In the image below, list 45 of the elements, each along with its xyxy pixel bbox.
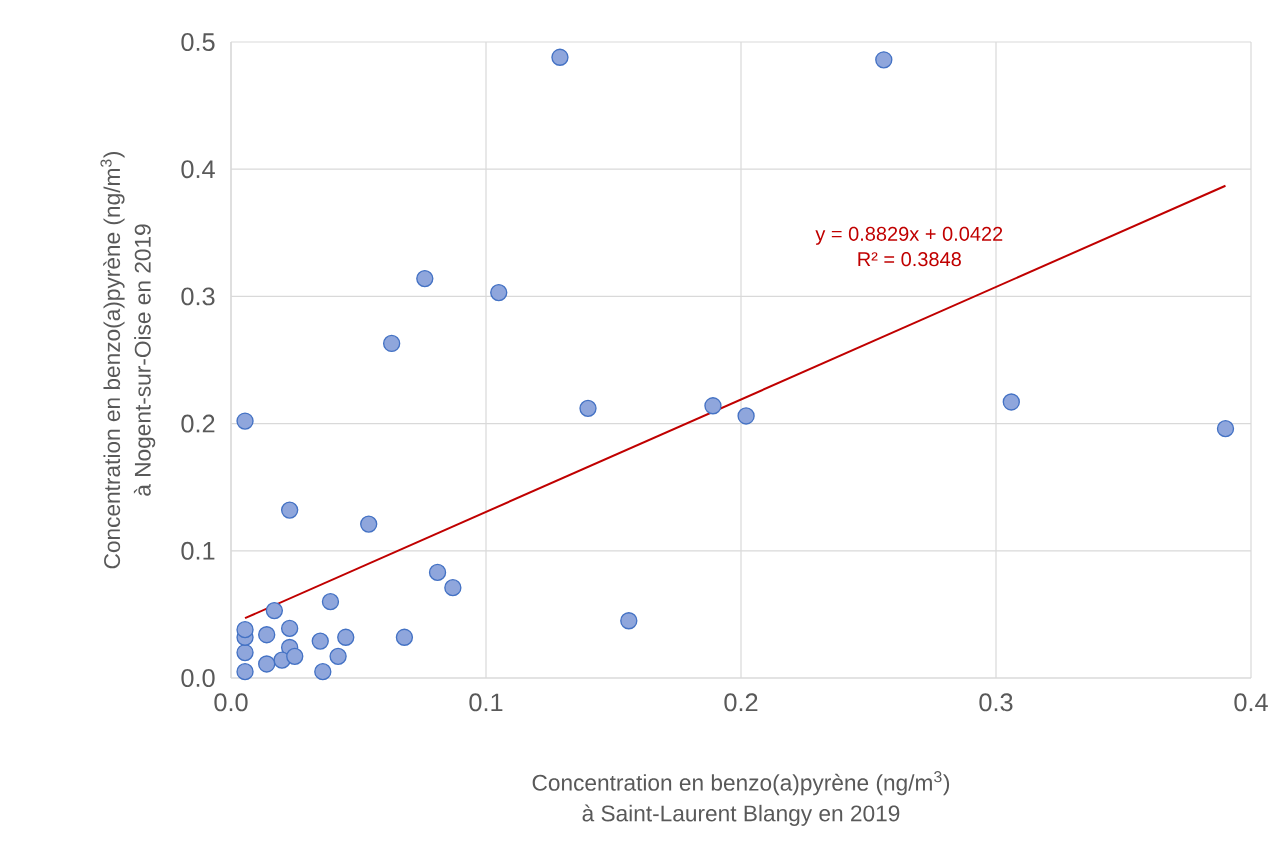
x-tick-label: 0.3 [979,693,1013,712]
point [258,626,276,644]
y-tick-label: 0.0 [181,669,215,687]
point [551,48,569,66]
point [236,412,254,430]
point [704,397,722,415]
x-tick-label: 0.2 [724,693,758,712]
point [737,407,755,425]
point [236,662,254,681]
text: Concentration en benzo(a)pyrène (ng/m$^{3}$) à Saint-Laurent Blangy en 2019 [532,771,950,826]
y-tick-label: 0.2 [181,414,215,433]
point [236,643,254,662]
point [395,628,414,646]
y-tick-label: 0.4 [181,160,215,179]
text: Concentration en benzo(a)pyrène (ng/m$^{3}$) à Nogent-sur-Oise en 2019 [100,151,156,569]
point [1216,420,1235,438]
point [280,501,299,519]
point [579,399,597,417]
point [875,51,893,69]
point [258,655,276,673]
x-tick-label: 0.0 [214,693,248,712]
annotation: R² = 0.3848 [858,252,961,267]
point [444,579,462,597]
annotation: y = 0.8829x + 0.0422 [815,226,1003,245]
point [382,334,401,353]
point [329,647,347,666]
point [416,269,434,288]
x-tick-label: 0.4 [1234,693,1268,712]
point [620,612,638,630]
point [280,619,299,638]
point [360,515,378,533]
point [428,563,447,582]
point [265,601,284,620]
point [286,647,304,666]
y-tick-label: 0.3 [181,287,215,306]
point [236,620,254,639]
point [1002,393,1020,411]
y-tick-label: 0.1 [181,541,215,560]
y-tick-label: 0.5 [181,33,215,51]
point [314,662,332,681]
point [311,632,329,650]
point [337,628,355,646]
point [321,593,340,611]
point [490,283,508,302]
x-tick-label: 0.1 [469,693,503,712]
